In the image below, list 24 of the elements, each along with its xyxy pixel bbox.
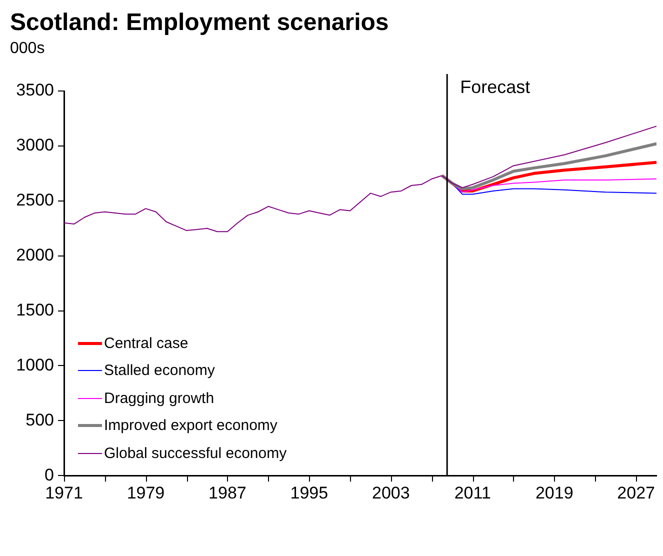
legend-label: Dragging growth bbox=[104, 390, 214, 407]
legend-label: Improved export economy bbox=[104, 417, 278, 434]
y-tick-label: 2000 bbox=[16, 246, 54, 265]
y-tick-label: 1000 bbox=[16, 355, 54, 374]
x-tick-label: 2019 bbox=[535, 483, 574, 502]
x-tick-label: 1987 bbox=[208, 483, 246, 502]
y-tick-label: 3500 bbox=[16, 80, 54, 100]
y-tick-label: 3000 bbox=[16, 136, 54, 155]
chart-title: Scotland: Employment scenarios bbox=[10, 9, 389, 36]
legend-label: Central case bbox=[104, 334, 188, 352]
y-tick-label: 1500 bbox=[16, 300, 54, 320]
x-tick-label: 2003 bbox=[372, 483, 410, 502]
y-tick-label: 0 bbox=[44, 465, 54, 484]
x-tick-label: 2027 bbox=[617, 483, 656, 502]
x-tick-label: 1971 bbox=[45, 483, 83, 502]
y-tick-label: 2500 bbox=[16, 190, 54, 210]
x-tick-label: 2011 bbox=[454, 483, 491, 502]
x-tick-label: 1995 bbox=[290, 483, 328, 502]
y-axis-title: 000s bbox=[10, 40, 45, 58]
x-tick-label: 1979 bbox=[126, 483, 165, 502]
legend-label: Stalled economy bbox=[104, 362, 215, 380]
ref-line-label: Forecast bbox=[460, 76, 530, 97]
legend-label: Global successful economy bbox=[104, 444, 287, 462]
y-tick-label: 500 bbox=[26, 410, 54, 430]
